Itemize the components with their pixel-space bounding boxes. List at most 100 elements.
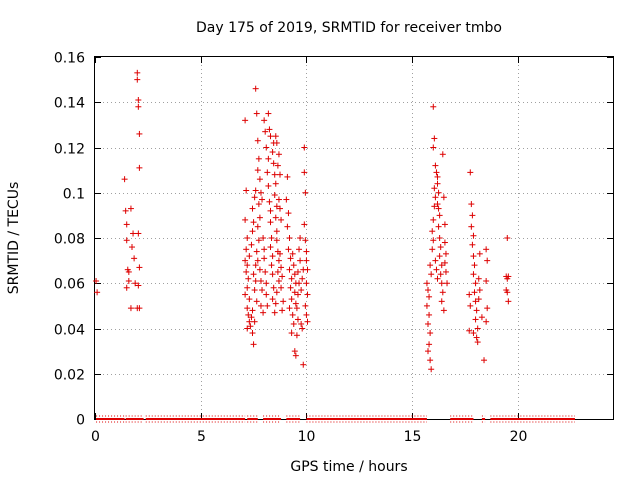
data-point (246, 296, 253, 303)
data-point (285, 210, 292, 217)
data-point (287, 255, 294, 262)
y-tick-label: 0.04 (54, 323, 85, 339)
data-point (304, 291, 311, 298)
data-point (470, 232, 477, 239)
data-point (256, 214, 263, 221)
data-point (283, 196, 290, 203)
data-point (466, 327, 473, 334)
data-point (261, 117, 268, 124)
data-point (301, 221, 308, 228)
data-point (302, 189, 309, 196)
axis-ticks: 0 0.02 0.04 0.06 0.08 0.1 0.12 0.14 0.16 0 5 10 15 20 (54, 51, 613, 445)
data-point (432, 194, 439, 201)
data-point (286, 235, 293, 241)
data-point (292, 352, 299, 359)
data-point (289, 311, 296, 318)
data-point (473, 334, 480, 341)
data-point (270, 160, 277, 167)
data-point (244, 235, 251, 241)
data-point (249, 205, 256, 212)
data-point (125, 277, 132, 284)
data-point (263, 280, 270, 287)
x-axis-label: GPS time / hours (290, 459, 407, 475)
data-point (244, 284, 251, 291)
data-point (297, 257, 304, 264)
data-point (476, 287, 483, 294)
data-point (253, 110, 260, 117)
data-point (426, 293, 433, 300)
data-point (127, 305, 134, 312)
data-point (271, 171, 278, 178)
data-point (247, 323, 254, 330)
data-point (285, 246, 292, 253)
data-point (257, 189, 264, 196)
data-point (475, 296, 482, 303)
data-point (123, 237, 130, 244)
data-point (504, 289, 511, 296)
data-point (252, 187, 259, 194)
data-point (437, 271, 444, 278)
data-point (425, 348, 431, 355)
data-point (266, 126, 273, 133)
data-point (423, 280, 430, 287)
data-point (267, 207, 274, 214)
data-point (441, 221, 448, 228)
data-point (249, 330, 256, 337)
data-point (298, 287, 305, 294)
data-point (431, 135, 438, 142)
data-point (122, 207, 129, 214)
data-point (242, 117, 249, 124)
data-point (473, 307, 480, 314)
data-point (296, 246, 303, 253)
data-point (466, 291, 473, 298)
data-point (435, 189, 442, 196)
data-point (434, 180, 441, 187)
data-point (427, 357, 434, 364)
data-point (266, 198, 273, 205)
data-point (243, 268, 250, 275)
data-point (268, 262, 275, 269)
data-point (250, 341, 257, 348)
data-point (293, 332, 300, 339)
data-point (284, 173, 291, 180)
data-point (505, 273, 512, 280)
data-point (471, 262, 478, 269)
data-point (429, 246, 436, 253)
data-point (127, 205, 134, 212)
grid (95, 57, 613, 419)
data-point (273, 289, 280, 296)
data-point (134, 69, 141, 76)
data-point (251, 318, 258, 325)
data-point (250, 219, 257, 226)
data-point (294, 291, 301, 298)
data-point (273, 139, 280, 146)
data-point (267, 244, 274, 251)
zero-run (286, 415, 301, 423)
data-point (135, 230, 142, 237)
data-point (441, 239, 448, 246)
data-point (242, 216, 249, 223)
data-point (270, 284, 277, 291)
data-point (426, 311, 433, 318)
data-point (265, 110, 272, 117)
data-point (132, 280, 139, 287)
data-point (257, 277, 264, 284)
data-point (267, 219, 274, 226)
data-point (433, 266, 440, 273)
data-point (249, 307, 256, 314)
data-point (250, 271, 257, 278)
data-point (136, 130, 143, 137)
data-point (290, 262, 297, 269)
x-tick-label: 0 (91, 429, 100, 445)
data-point (255, 237, 262, 244)
data-point (277, 171, 283, 178)
data-point (298, 320, 305, 327)
data-point (246, 318, 253, 325)
data-point (274, 162, 281, 169)
data-point (438, 280, 445, 287)
data-point (434, 275, 441, 282)
data-point (256, 266, 263, 273)
data-point (269, 149, 276, 156)
data-point (269, 253, 276, 260)
